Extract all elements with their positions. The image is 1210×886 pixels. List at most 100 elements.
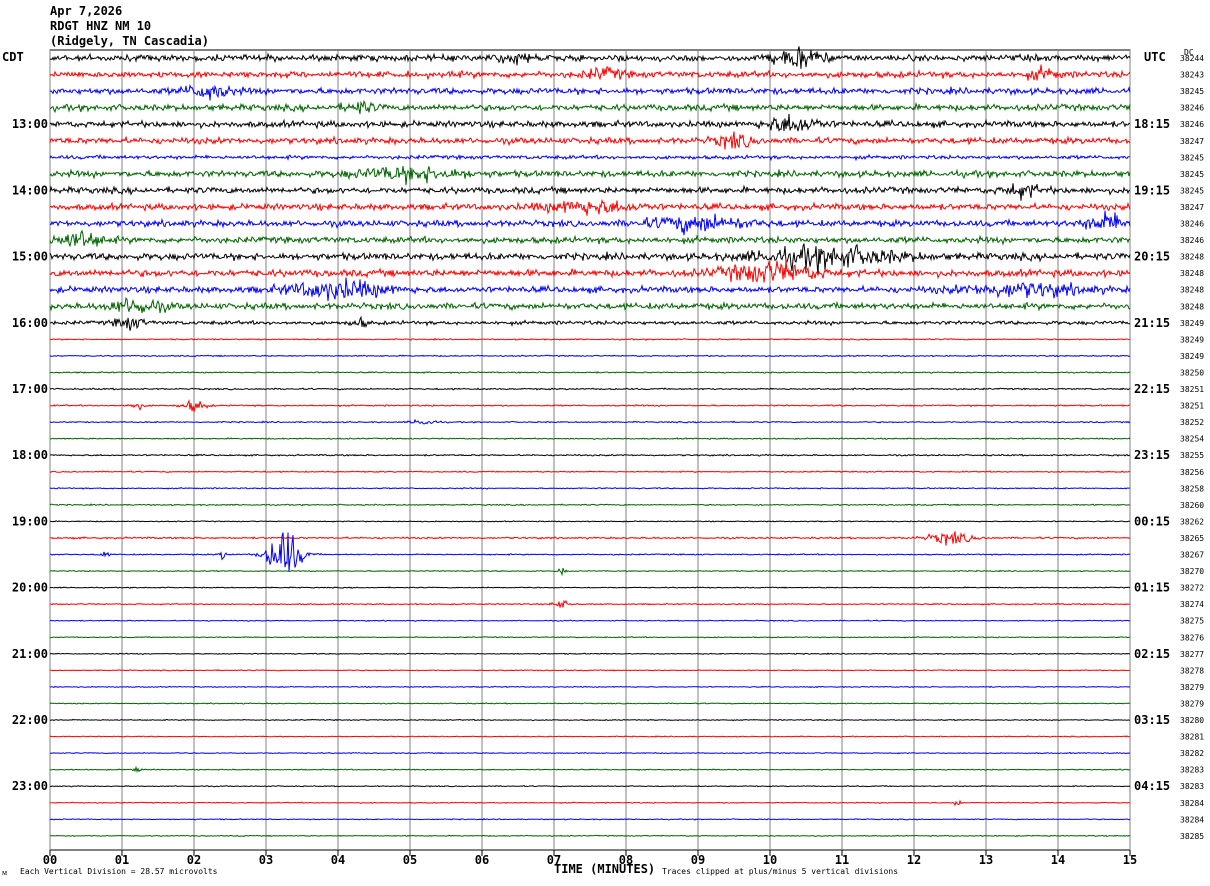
seismic-trace	[49, 243, 1131, 276]
dc-offset-label: 38249	[1180, 352, 1204, 361]
seismic-trace	[49, 131, 1131, 150]
x-tick-label: 14	[1051, 853, 1065, 867]
right-timezone-label: UTC	[1144, 50, 1166, 64]
left-hour-label: 18:00	[12, 448, 48, 462]
x-tick-label: 15	[1123, 853, 1137, 867]
dc-offset-label: 38248	[1180, 302, 1204, 311]
dc-offset-label: 38277	[1180, 650, 1204, 659]
chart-date: Apr 7,2026	[50, 4, 123, 18]
right-hour-label: 18:15	[1134, 117, 1170, 131]
seismic-trace	[49, 153, 1130, 162]
seismic-trace	[49, 735, 1131, 738]
dc-offset-label: 38254	[1180, 435, 1204, 444]
dc-offset-label: 38244	[1180, 54, 1204, 63]
dc-offset-label: 38247	[1180, 137, 1204, 146]
x-tick-label: 13	[979, 853, 993, 867]
seismic-trace	[49, 470, 1131, 474]
clip-note: Traces clipped at plus/minus 5 vertical …	[662, 867, 899, 876]
dc-offset-label: 38260	[1180, 501, 1204, 510]
x-tick-label: 02	[187, 853, 201, 867]
dc-offset-label: 38245	[1180, 153, 1204, 162]
left-hour-label: 20:00	[12, 581, 48, 595]
seismic-trace	[49, 354, 1131, 358]
seismic-trace	[49, 669, 1131, 672]
seismic-trace	[49, 765, 1130, 773]
dc-offset-label: 38272	[1180, 584, 1204, 593]
left-hour-label: 19:00	[12, 514, 48, 528]
seismic-trace	[49, 751, 1131, 755]
seismic-trace	[49, 64, 1131, 81]
dc-offset-label: 38251	[1180, 385, 1204, 394]
dc-offset-label: 38262	[1180, 517, 1204, 526]
seismic-trace	[50, 834, 1131, 838]
dc-offset-label: 38252	[1180, 418, 1204, 427]
seismic-trace	[49, 113, 1131, 132]
dc-offset-header: DC	[1184, 48, 1194, 57]
seismic-trace	[49, 229, 1131, 248]
x-tick-label: 08	[619, 853, 633, 867]
left-hour-label: 21:00	[12, 647, 48, 661]
plot-frame	[49, 49, 1131, 851]
dc-offset-label: 38245	[1180, 186, 1204, 195]
seismic-trace	[49, 799, 1131, 807]
dc-offset-label: 38279	[1180, 699, 1204, 708]
dc-offset-label: 38246	[1180, 104, 1204, 113]
dc-offset-label: 38278	[1180, 666, 1204, 675]
dc-offset-label: 38255	[1180, 451, 1204, 460]
dc-offset-label: 38246	[1180, 120, 1204, 129]
seismic-trace	[49, 418, 1131, 425]
dc-offset-label: 38248	[1180, 253, 1204, 262]
x-tick-label: 12	[907, 853, 921, 867]
seismic-trace	[49, 46, 1131, 69]
left-hour-label: 22:00	[12, 713, 48, 727]
dc-offset-label: 38256	[1180, 468, 1204, 477]
dc-offset-label: 38285	[1180, 832, 1204, 841]
dc-offset-label: 38245	[1180, 87, 1204, 96]
seismic-trace	[49, 198, 1131, 216]
dc-offset-label: 38282	[1180, 749, 1204, 758]
dc-offset-label: 38270	[1180, 567, 1204, 576]
dc-offset-label: 38276	[1180, 633, 1204, 642]
dc-offset-label: 38284	[1180, 799, 1204, 808]
x-tick-label: 00	[43, 853, 57, 867]
dc-offset-label: 38250	[1180, 368, 1204, 377]
x-tick-label: 11	[835, 853, 849, 867]
seismic-trace	[49, 83, 1131, 101]
chart-title: RDGT HNZ NM 10	[50, 19, 152, 33]
right-hour-label: 01:15	[1134, 581, 1170, 595]
x-tick-label: 04	[331, 853, 345, 867]
left-hour-label: 14:00	[12, 183, 48, 197]
seismic-trace	[49, 166, 1131, 186]
seismic-trace	[49, 619, 1131, 622]
chart-location: (Ridgely, TN Cascadia)	[50, 34, 209, 48]
x-tick-label: 07	[547, 853, 561, 867]
x-tick-label: 03	[259, 853, 273, 867]
right-hour-label: 03:15	[1134, 713, 1170, 727]
x-tick-label: 10	[763, 853, 777, 867]
seismic-trace	[49, 599, 1130, 608]
seismic-trace	[49, 685, 1131, 689]
seismic-trace	[49, 99, 1131, 115]
left-hour-label: 16:00	[12, 316, 48, 330]
dc-offset-label: 38279	[1180, 683, 1204, 692]
dc-offset-label: 38248	[1180, 286, 1204, 295]
x-tick-label: 01	[115, 853, 129, 867]
x-tick-label: 05	[403, 853, 417, 867]
seismic-trace	[49, 453, 1131, 457]
right-hour-label: 04:15	[1134, 779, 1170, 793]
dc-offset-label: 38275	[1180, 617, 1204, 626]
dc-offset-label: 38245	[1180, 170, 1204, 179]
right-hour-label: 22:15	[1134, 382, 1170, 396]
seismic-trace	[49, 437, 1131, 440]
seismic-trace	[49, 486, 1130, 490]
dc-offset-label: 38258	[1180, 484, 1204, 493]
seismic-trace	[49, 315, 1131, 331]
seismic-trace	[49, 718, 1131, 722]
seismic-trace	[49, 183, 1131, 201]
seismic-trace	[49, 387, 1131, 391]
dc-offset-label: 38280	[1180, 716, 1204, 725]
right-hour-label: 23:15	[1134, 448, 1170, 462]
seismic-trace	[49, 520, 1131, 523]
seismic-trace	[49, 399, 1130, 413]
seismic-trace	[49, 210, 1131, 236]
